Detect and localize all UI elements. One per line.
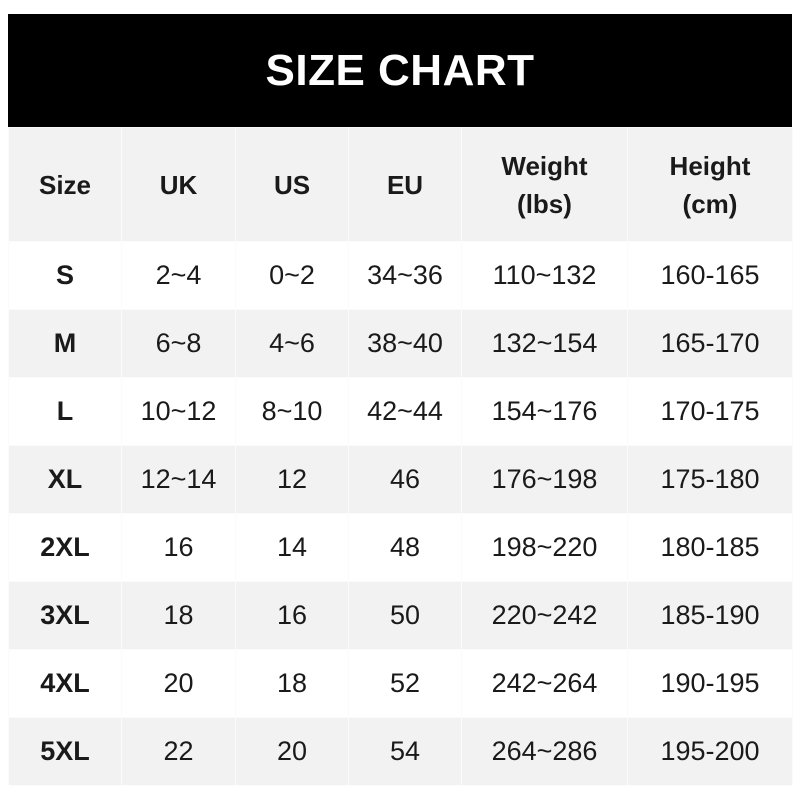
table-cell: 175-180	[627, 445, 793, 514]
table-cell: 6~8	[121, 309, 236, 378]
table-row: XL 12~14 12 46 176~198 175-180	[8, 445, 793, 514]
table-cell: 180-185	[627, 513, 793, 582]
table-cell: 195-200	[627, 717, 793, 786]
table-cell: 198~220	[461, 513, 628, 582]
table-cell: 242~264	[461, 649, 628, 718]
column-header-label: US	[273, 169, 311, 200]
table-cell: 165-170	[627, 309, 793, 378]
table-cell: 20	[121, 649, 236, 718]
table-cell: 46	[348, 445, 462, 514]
size-cell: XL	[8, 445, 122, 514]
table-cell: 52	[348, 649, 462, 718]
table-cell: 154~176	[461, 377, 628, 446]
table-cell: 4~6	[235, 309, 349, 378]
size-cell: 3XL	[8, 581, 122, 650]
table-cell: 190-195	[627, 649, 793, 718]
size-cell: 4XL	[8, 649, 122, 718]
column-header-label: UK	[159, 169, 198, 200]
column-header: EU	[348, 127, 462, 242]
size-cell: L	[8, 377, 122, 446]
table-cell: 50	[348, 581, 462, 650]
table-row: 5XL 22 20 54 264~286 195-200	[8, 717, 793, 786]
column-header: Height (cm)	[627, 127, 793, 242]
size-chart: SIZE CHART Size UK US EU Weight (lbs) Height (c…	[8, 14, 793, 786]
table-cell: 16	[235, 581, 349, 650]
column-header: Weight (lbs)	[461, 127, 628, 242]
column-header: US	[235, 127, 349, 242]
table-cell: 48	[348, 513, 462, 582]
table-cell: 110~132	[461, 241, 628, 310]
table-cell: 185-190	[627, 581, 793, 650]
table-row: M 6~8 4~6 38~40 132~154 165-170	[8, 309, 793, 378]
size-table: Size UK US EU Weight (lbs) Height (cm) S 2~4 0~2 3…	[8, 127, 793, 786]
column-header-unit: (cm)	[682, 188, 738, 219]
table-cell: 10~12	[121, 377, 236, 446]
table-cell: 18	[235, 649, 349, 718]
table-cell: 16	[121, 513, 236, 582]
size-cell: 2XL	[8, 513, 122, 582]
size-cell: M	[8, 309, 122, 378]
table-cell: 160-165	[627, 241, 793, 310]
size-cell: S	[8, 241, 122, 310]
column-header-unit: (lbs)	[517, 188, 572, 219]
column-header-label: Weight	[501, 150, 588, 181]
table-cell: 264~286	[461, 717, 628, 786]
table-cell: 42~44	[348, 377, 462, 446]
table-cell: 34~36	[348, 241, 462, 310]
header-row: Size UK US EU Weight (lbs) Height (cm)	[8, 127, 793, 242]
table-cell: 170-175	[627, 377, 793, 446]
column-header: Size	[8, 127, 122, 242]
table-cell: 54	[348, 717, 462, 786]
column-header: UK	[121, 127, 236, 242]
table-row: L 10~12 8~10 42~44 154~176 170-175	[8, 377, 793, 446]
table-cell: 38~40	[348, 309, 462, 378]
table-cell: 12	[235, 445, 349, 514]
table-cell: 12~14	[121, 445, 236, 514]
table-cell: 2~4	[121, 241, 236, 310]
table-cell: 14	[235, 513, 349, 582]
table-row: S 2~4 0~2 34~36 110~132 160-165	[8, 241, 793, 310]
table-cell: 132~154	[461, 309, 628, 378]
table-row: 4XL 20 18 52 242~264 190-195	[8, 649, 793, 718]
table-cell: 18	[121, 581, 236, 650]
column-header-label: Size	[38, 169, 92, 200]
column-header-label: EU	[386, 169, 424, 200]
table-cell: 22	[121, 717, 236, 786]
table-row: 3XL 18 16 50 220~242 185-190	[8, 581, 793, 650]
table-cell: 8~10	[235, 377, 349, 446]
table-row: 2XL 16 14 48 198~220 180-185	[8, 513, 793, 582]
table-cell: 176~198	[461, 445, 628, 514]
chart-title: SIZE CHART	[8, 14, 792, 127]
size-cell: 5XL	[8, 717, 122, 786]
table-cell: 220~242	[461, 581, 628, 650]
table-cell: 0~2	[235, 241, 349, 310]
table-cell: 20	[235, 717, 349, 786]
column-header-label: Height	[669, 150, 751, 181]
